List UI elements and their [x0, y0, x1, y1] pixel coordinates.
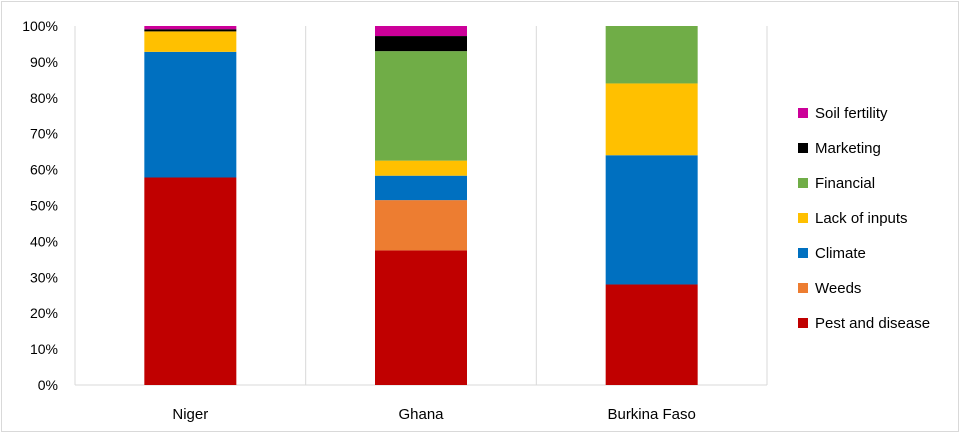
bar-segment-pest-and-disease [375, 250, 467, 385]
stacked-bar-chart: 0% 10% 20% 30% 40% 50% 60% 70% 80% 90% 100% Niger Gh… [22, 18, 930, 423]
bar-segment-lack-of-inputs [144, 31, 237, 52]
y-tick-label: 80% [30, 90, 58, 106]
y-tick-label: 20% [30, 305, 58, 321]
y-tick-label: 10% [30, 341, 58, 357]
legend-swatch [798, 213, 808, 223]
y-tick-label: 0% [38, 377, 58, 393]
bar-segment-lack-of-inputs [605, 83, 698, 156]
bar-segment-soil-fertility [144, 26, 237, 30]
x-category-label: Niger [172, 406, 208, 423]
chart-frame: 0% 10% 20% 30% 40% 50% 60% 70% 80% 90% 100% Niger Gh… [1, 1, 959, 432]
bar-segment-soil-fertility [375, 26, 467, 37]
y-tick-label: 30% [30, 269, 58, 285]
legend: Soil fertility Marketing Financial Lack of … [798, 105, 930, 332]
legend-label: Lack of inputs [815, 210, 908, 227]
legend-label: Climate [815, 245, 866, 262]
legend-swatch [798, 108, 808, 118]
bar-segment-financial [605, 26, 698, 84]
y-tick-label: 70% [30, 126, 58, 142]
legend-label: Soil fertility [815, 105, 888, 122]
legend-swatch [798, 283, 808, 293]
legend-label: Marketing [815, 140, 881, 157]
legend-label: Financial [815, 175, 875, 192]
bar-segment-marketing [144, 29, 237, 32]
x-category-label: Ghana [398, 406, 444, 423]
y-tick-label: 40% [30, 233, 58, 249]
bar-segment-pest-and-disease [144, 177, 237, 385]
y-tick-label: 90% [30, 54, 58, 70]
bar-segment-climate [605, 155, 698, 285]
y-tick-label: 50% [30, 198, 58, 214]
y-tick-label: 100% [22, 18, 58, 34]
legend-swatch [798, 248, 808, 258]
bar-segment-lack-of-inputs [375, 160, 467, 176]
bar-segment-climate [144, 51, 237, 178]
bar-segment-pest-and-disease [605, 284, 698, 385]
bars-layer [144, 26, 698, 385]
legend-swatch [798, 178, 808, 188]
bar-segment-marketing [375, 36, 467, 52]
legend-label: Weeds [815, 280, 861, 297]
legend-swatch [798, 143, 808, 153]
x-category-label: Burkina Faso [607, 406, 695, 423]
bar-segment-weeds [375, 200, 467, 251]
legend-swatch [798, 318, 808, 328]
y-tick-label: 60% [30, 162, 58, 178]
bar-segment-financial [375, 51, 467, 161]
bar-segment-climate [375, 175, 467, 201]
axis-layer: 0% 10% 20% 30% 40% 50% 60% 70% 80% 90% 100% Niger Gh… [22, 18, 696, 423]
legend-label: Pest and disease [815, 315, 930, 332]
